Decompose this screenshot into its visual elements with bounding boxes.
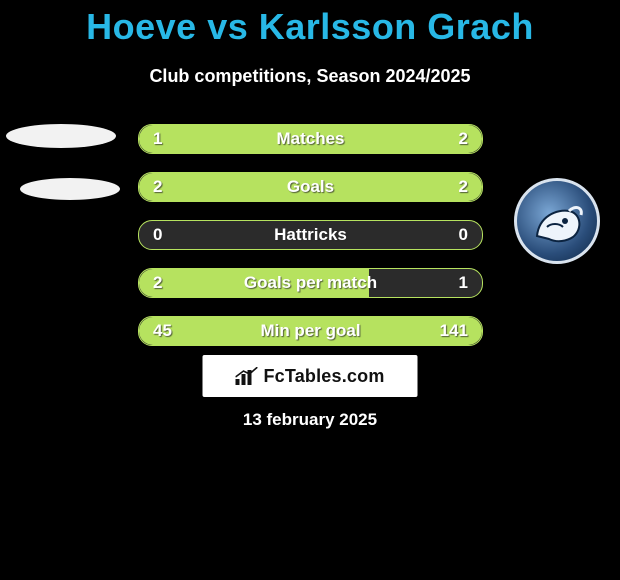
stat-row-hattricks: 0 Hattricks 0: [138, 220, 483, 250]
stat-right-value: 2: [459, 125, 468, 153]
stat-row-matches: 1 Matches 2: [138, 124, 483, 154]
stat-right-value: 2: [459, 173, 468, 201]
stat-right-value: 0: [459, 221, 468, 249]
watermark-text: FcTables.com: [263, 366, 384, 387]
comparison-card: Hoeve vs Karlsson Grach Club competition…: [0, 0, 620, 580]
stat-label: Min per goal: [139, 317, 482, 345]
player1-avatar-placeholder: [6, 124, 116, 148]
stat-right-value: 1: [459, 269, 468, 297]
comparison-date: 13 february 2025: [0, 410, 620, 430]
page-title: Hoeve vs Karlsson Grach: [0, 0, 620, 48]
stat-row-min-per-goal: 45 Min per goal 141: [138, 316, 483, 346]
watermark: FcTables.com: [203, 355, 418, 397]
page-subtitle: Club competitions, Season 2024/2025: [0, 66, 620, 87]
bar-chart-icon: [235, 367, 257, 385]
stat-right-value: 141: [440, 317, 468, 345]
stat-label: Matches: [139, 125, 482, 153]
stat-row-goals-per-match: 2 Goals per match 1: [138, 268, 483, 298]
player2-avatar-placeholder: [20, 178, 120, 200]
stat-label: Goals per match: [139, 269, 482, 297]
stat-label: Hattricks: [139, 221, 482, 249]
stat-row-goals: 2 Goals 2: [138, 172, 483, 202]
stats-container: 1 Matches 2 2 Goals 2 0 Hattricks 0 2 Go…: [138, 124, 483, 364]
club-badge-icon: [514, 178, 600, 264]
stat-label: Goals: [139, 173, 482, 201]
